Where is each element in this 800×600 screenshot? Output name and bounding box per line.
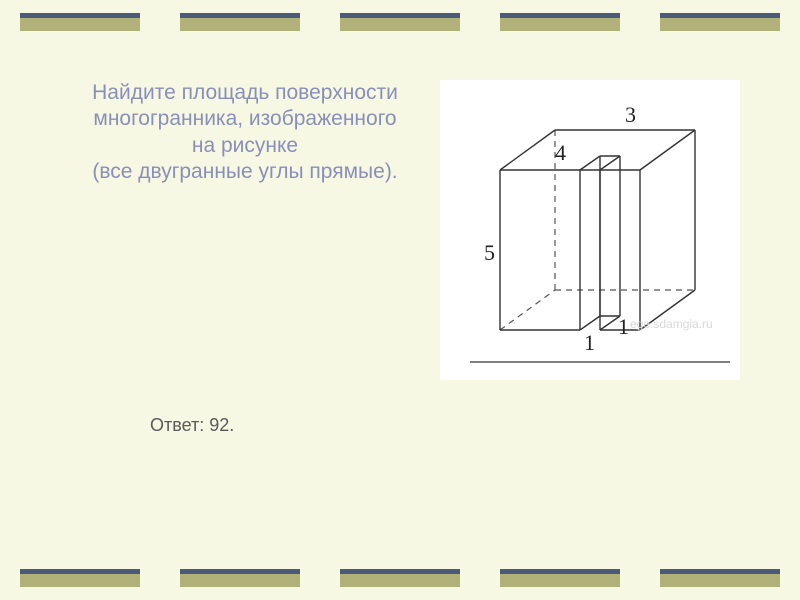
decor-brick (500, 569, 620, 587)
decor-brick (660, 569, 780, 587)
bottom-decor-stripe (0, 566, 800, 590)
decor-brick (180, 569, 300, 587)
dim-label-3: 3 (625, 102, 636, 127)
problem-text: Найдите площадь поверхности многогранник… (70, 80, 420, 185)
notch-edge (580, 156, 600, 170)
problem-line: многогранника, изображенного (93, 107, 396, 130)
problem-line: Найдите площадь поверхности (92, 81, 398, 104)
decor-brick (500, 13, 620, 31)
decor-brick (340, 13, 460, 31)
decor-brick (340, 569, 460, 587)
dim-label-4: 4 (555, 140, 566, 165)
decor-brick (20, 569, 140, 587)
decor-brick (20, 13, 140, 31)
figure-watermark: ege.sdamgia.ru (630, 317, 713, 331)
top-decor-stripe (0, 10, 800, 34)
edge (640, 130, 695, 170)
problem-line: (все двугранные углы прямые). (92, 160, 397, 183)
edge (500, 130, 555, 170)
notch-edge (580, 316, 600, 330)
decor-brick (660, 13, 780, 31)
answer-text: Ответ: 92. (150, 415, 420, 436)
problem-block: Найдите площадь поверхности многогранник… (70, 80, 420, 436)
polyhedron-svg: 3 4 5 1 1 ege.sdamgia.ru (440, 80, 740, 380)
edge-dashed (500, 290, 555, 330)
notch-edge (600, 156, 620, 170)
figure-container: 3 4 5 1 1 ege.sdamgia.ru (440, 80, 740, 380)
decor-brick (180, 13, 300, 31)
dim-label-1a: 1 (584, 330, 595, 355)
dim-label-1b: 1 (618, 314, 629, 339)
problem-line: на рисунке (192, 134, 298, 157)
notch-edge (600, 316, 620, 330)
dim-label-5: 5 (484, 240, 495, 265)
